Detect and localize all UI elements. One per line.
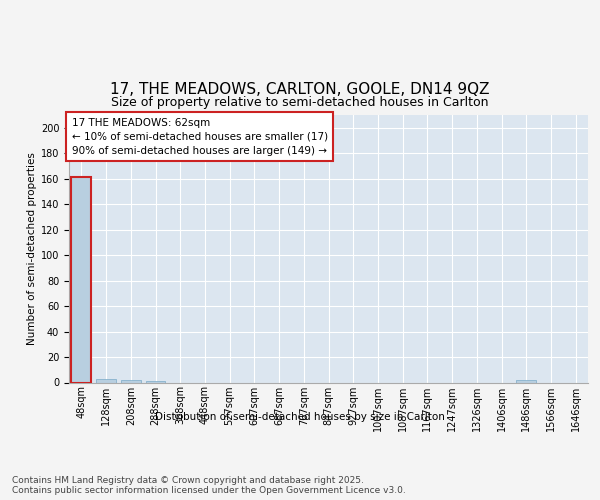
Text: Size of property relative to semi-detached houses in Carlton: Size of property relative to semi-detach… [111,96,489,109]
Bar [121,380,140,382]
Bar [96,378,116,382]
Bar [71,178,91,382]
Text: 17, THE MEADOWS, CARLTON, GOOLE, DN14 9QZ: 17, THE MEADOWS, CARLTON, GOOLE, DN14 9Q… [110,82,490,98]
Bar [71,178,91,382]
Text: 17 THE MEADOWS: 62sqm
← 10% of semi-detached houses are smaller (17)
90% of semi: 17 THE MEADOWS: 62sqm ← 10% of semi-deta… [71,118,328,156]
Bar [517,380,536,382]
Bar [146,381,166,382]
Y-axis label: Number of semi-detached properties: Number of semi-detached properties [26,152,37,345]
Text: Contains HM Land Registry data © Crown copyright and database right 2025.
Contai: Contains HM Land Registry data © Crown c… [12,476,406,495]
Text: Distribution of semi-detached houses by size in Carlton: Distribution of semi-detached houses by … [155,412,445,422]
